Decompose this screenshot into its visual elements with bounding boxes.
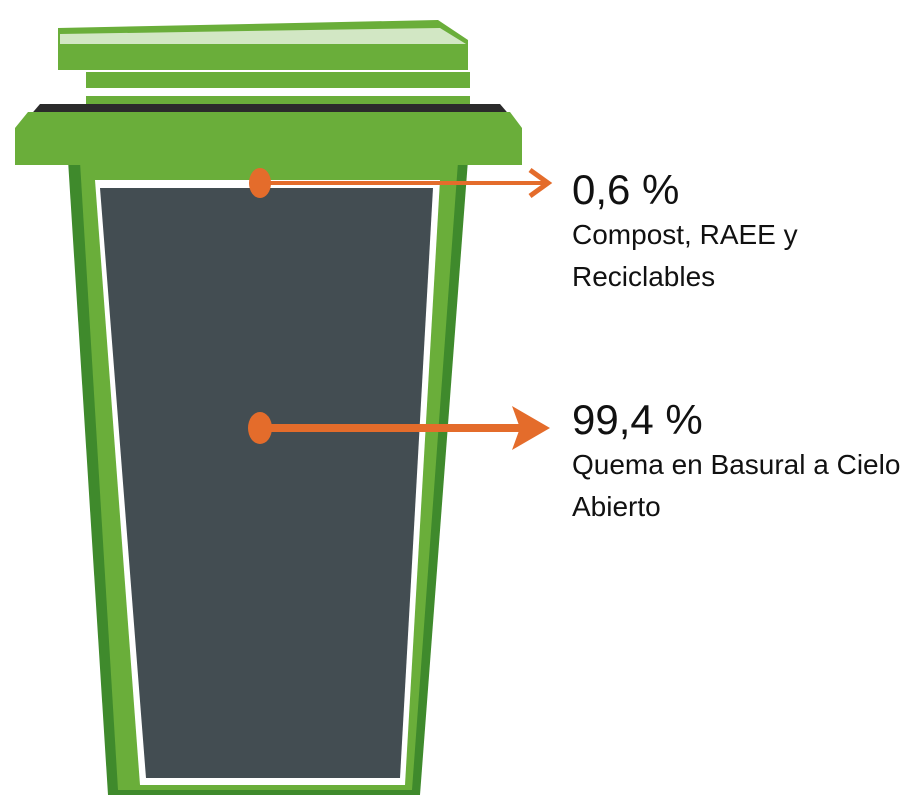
callout-value: 0,6 % [572, 166, 916, 214]
callout-value: 99,4 % [572, 396, 916, 444]
lid-rim [15, 112, 522, 165]
callout-label: Compost, RAEE y Reciclables [572, 214, 916, 298]
callout-label: Quema en Basural a Cielo Abierto [572, 444, 916, 528]
arrow-dot [249, 168, 271, 198]
page: 0,6 % Compost, RAEE y Reciclables 99,4 %… [0, 0, 916, 799]
callout: 99,4 % Quema en Basural a Cielo Abierto [572, 396, 916, 528]
arrow-dot [248, 412, 272, 444]
callout: 0,6 % Compost, RAEE y Reciclables [572, 166, 916, 298]
bin-inner [100, 188, 433, 778]
lid-top [58, 20, 468, 70]
lid-stripe [36, 88, 500, 96]
